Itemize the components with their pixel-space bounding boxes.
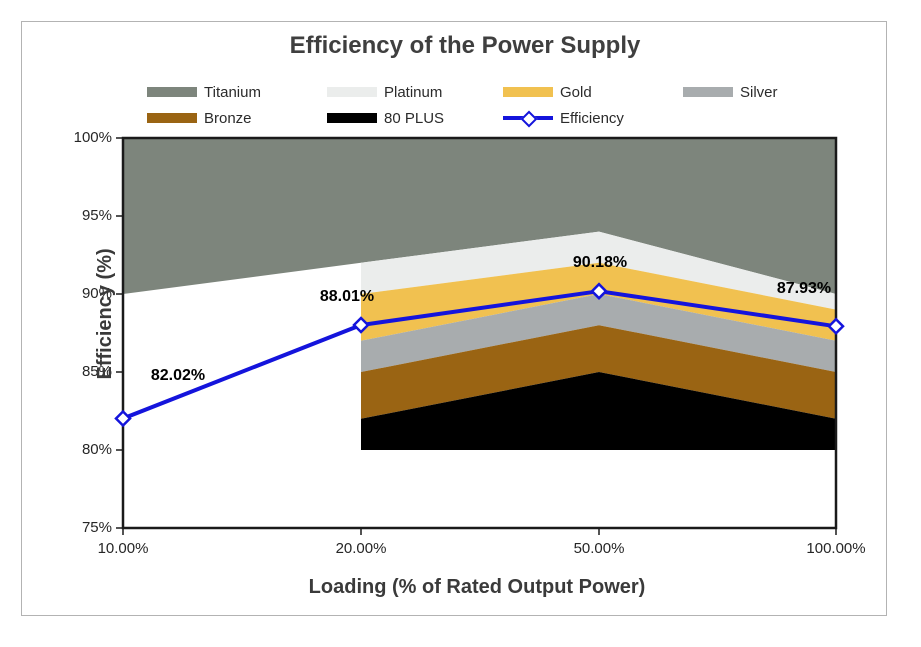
y-tick-label: 85% (81, 363, 112, 380)
legend-swatch (327, 113, 377, 123)
y-axis-title: Efficiency (%) (94, 248, 117, 380)
x-tick-label: 100.00% (806, 540, 866, 557)
x-tick-label: 20.00% (335, 540, 387, 557)
data-label: 82.02% (150, 367, 206, 385)
data-label: 88.01% (319, 288, 375, 306)
data-point-marker (114, 409, 132, 428)
x-tick-label: 50.00% (573, 540, 625, 557)
legend-label: Bronze (204, 109, 252, 127)
legend-swatch (147, 87, 197, 97)
data-label: 90.18% (572, 254, 628, 272)
data-point-marker (352, 316, 370, 334)
x-tick-label: 10.00% (97, 540, 149, 557)
efficiency-line (121, 289, 838, 421)
legend-swatch (327, 87, 377, 97)
x-axis-title: Loading (% of Rated Output Power) (308, 576, 646, 598)
band-80-plus (361, 372, 836, 450)
y-tick-label: 95% (81, 207, 112, 224)
legend-label: Platinum (384, 83, 443, 101)
legend-item-bronze: Bronze (147, 109, 252, 127)
legend-label: 80 PLUS (384, 109, 445, 127)
data-point-marker (590, 282, 608, 300)
data-point-marker (827, 317, 845, 336)
efficiency-line-sample-icon (503, 110, 553, 128)
legend-item-efficiency: Efficiency (503, 109, 624, 128)
band-silver (361, 294, 836, 372)
legend-item-80-plus: 80 PLUS (327, 109, 445, 127)
band-gold (361, 262, 836, 341)
y-tick-label: 75% (81, 519, 112, 536)
legend-swatch (503, 87, 553, 97)
y-tick-label: 90% (81, 285, 112, 302)
y-tick-label: 100% (73, 129, 112, 146)
chart-title: Efficiency of the Power Supply (289, 32, 641, 59)
band-bronze (361, 325, 836, 419)
legend-label: Silver (740, 83, 778, 101)
legend-item-silver: Silver (683, 83, 778, 101)
band-platinum (361, 231, 836, 310)
legend: Titanium Platinum Gold Silver Bronze 80 PLUS E… (0, 0, 921, 135)
legend-swatch (147, 113, 197, 123)
legend-label: Titanium (204, 83, 261, 101)
legend-swatch (683, 87, 733, 97)
legend-item-titanium: Titanium (147, 83, 261, 101)
band-titanium (123, 138, 836, 294)
y-tick-label: 80% (81, 441, 112, 458)
legend-item-gold: Gold (503, 83, 592, 101)
legend-item-platinum: Platinum (327, 83, 443, 101)
legend-label: Efficiency (560, 109, 624, 127)
data-label: 87.93% (776, 280, 832, 298)
legend-label: Gold (560, 83, 592, 101)
